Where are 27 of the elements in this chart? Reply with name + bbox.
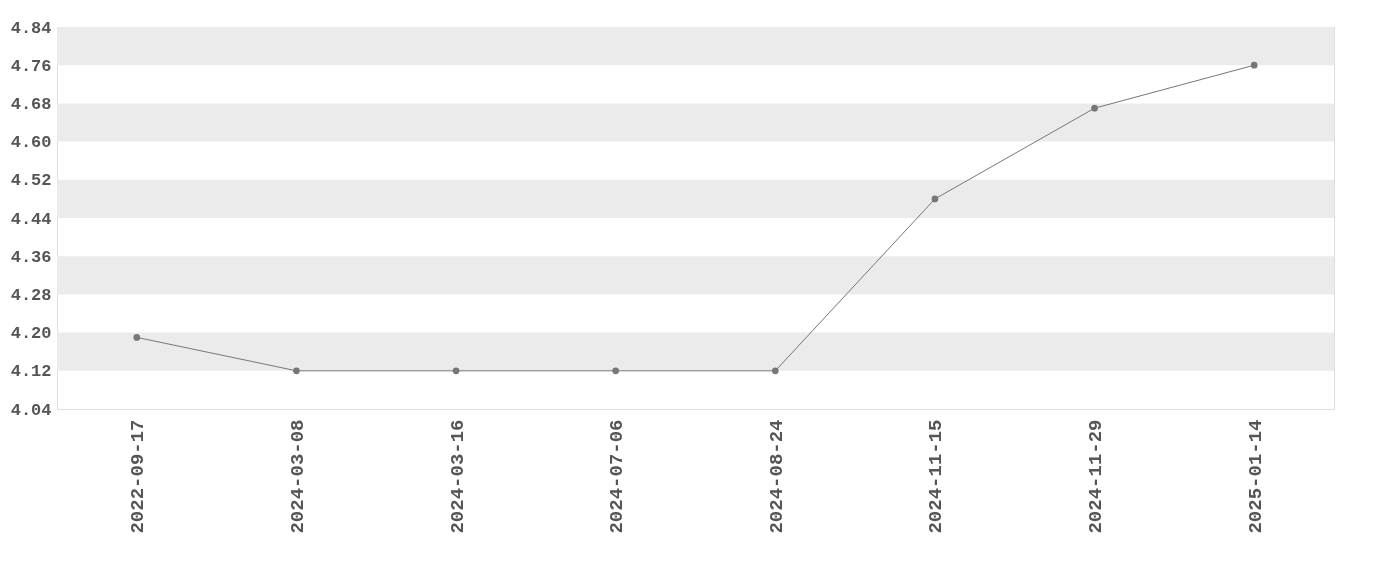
point [293,367,300,375]
x-tick-label: 2024-03-08 [286,419,309,534]
y-tick-label: 4.76 [10,56,52,76]
y-tick-label: 4.36 [10,247,52,267]
x-tick-label: 2022-09-17 [127,419,150,534]
point [452,367,460,375]
point [133,334,141,341]
y-tick-label: 4.60 [10,133,52,153]
point [931,195,939,203]
x-tick-label: 2025-01-14 [1244,419,1267,534]
x-tick-label: 2024-11-29 [1085,419,1108,534]
y-tick-label: 4.68 [10,94,52,114]
x-tick-label: 2024-11-15 [925,419,948,534]
x-tick-label: 2024-03-16 [446,419,469,534]
point [1250,61,1258,69]
y-tick-label: 4.84 [10,18,52,38]
y-tick-label: 4.28 [10,285,52,305]
y-tick-label: 4.12 [10,362,52,382]
y-tick-label: 4.04 [10,400,52,420]
point [771,367,779,375]
x-tick-label: 2024-07-06 [606,419,629,534]
point [612,367,620,375]
y-tick-label: 4.44 [10,209,52,229]
point [1091,104,1098,112]
y-tick-label: 4.20 [10,324,52,344]
y-tick-label: 4.52 [10,171,52,191]
x-tick-label: 2024-08-24 [765,419,788,534]
